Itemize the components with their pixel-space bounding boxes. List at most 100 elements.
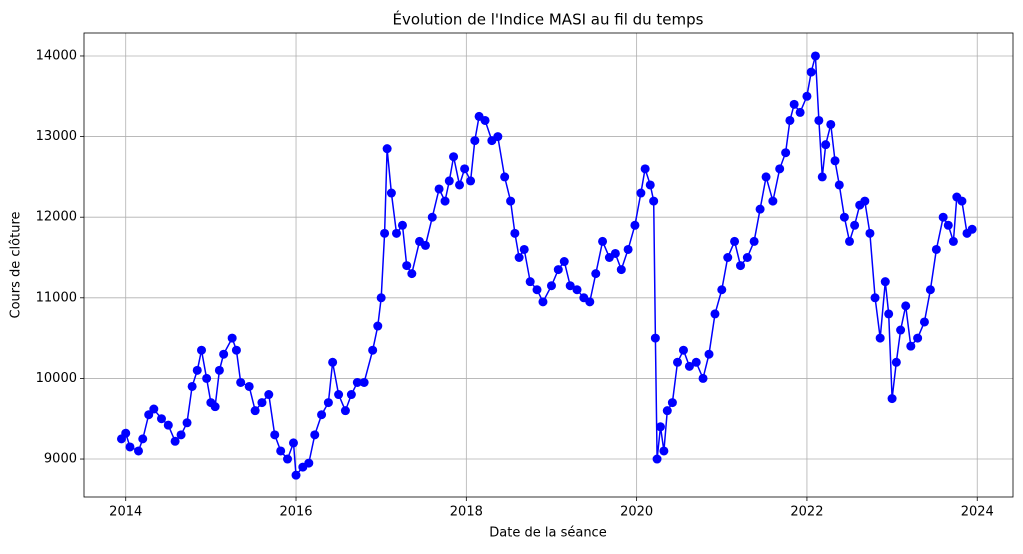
data-point: [943, 220, 953, 230]
data-point: [444, 176, 454, 186]
data-point: [775, 164, 785, 174]
data-point: [585, 297, 595, 307]
data-point: [392, 228, 402, 238]
data-point: [553, 265, 563, 275]
data-point: [865, 228, 875, 238]
data-point: [317, 410, 327, 420]
data-point: [662, 406, 672, 416]
data-point: [340, 406, 350, 416]
data-point: [304, 458, 314, 468]
data-point: [149, 404, 159, 414]
data-point: [887, 394, 897, 404]
data-point: [559, 257, 569, 267]
data-point: [514, 253, 524, 263]
data-point: [328, 357, 338, 367]
data-point: [231, 345, 241, 355]
data-point: [659, 446, 669, 456]
y-axis-label: Cours de clôture: [9, 211, 24, 318]
data-point: [761, 172, 771, 182]
data-point: [698, 373, 708, 383]
data-point: [884, 309, 894, 319]
data-point: [655, 422, 665, 432]
data-point: [814, 115, 824, 125]
data-point: [723, 253, 733, 263]
data-point: [925, 285, 935, 295]
data-point: [125, 442, 135, 452]
x-axis-label: Date de la séance: [489, 526, 606, 541]
data-point: [880, 277, 890, 287]
data-point: [691, 357, 701, 367]
data-point: [176, 430, 186, 440]
data-point: [402, 261, 412, 271]
data-point: [630, 220, 640, 230]
data-point: [768, 196, 778, 206]
data-point: [896, 325, 906, 335]
data-point: [264, 390, 274, 400]
data-point: [860, 196, 870, 206]
y-tick-label: 9000: [44, 452, 77, 467]
data-point: [802, 91, 812, 101]
data-point: [616, 265, 626, 275]
data-point: [806, 67, 816, 77]
data-point: [839, 212, 849, 222]
data-point: [376, 293, 386, 303]
data-point: [236, 377, 246, 387]
data-point: [919, 317, 929, 327]
data-point: [565, 281, 575, 291]
data-point: [219, 349, 229, 359]
data-point: [684, 361, 694, 371]
data-point: [781, 148, 791, 158]
data-point: [250, 406, 260, 416]
data-point: [506, 196, 516, 206]
data-point: [717, 285, 727, 295]
data-point: [170, 436, 180, 446]
data-point: [187, 381, 197, 391]
data-point: [845, 236, 855, 246]
data-point: [652, 454, 662, 464]
data-point: [704, 349, 714, 359]
data-point: [538, 297, 548, 307]
y-tick-label: 13000: [36, 129, 77, 144]
data-point: [830, 156, 840, 166]
data-point: [202, 373, 212, 383]
data-point: [420, 240, 430, 250]
data-point: [334, 390, 344, 400]
data-point: [270, 430, 280, 440]
data-point: [906, 341, 916, 351]
y-tick-label: 12000: [36, 210, 77, 225]
data-point: [826, 119, 836, 129]
data-point: [182, 418, 192, 428]
x-tick-label: 2024: [961, 505, 994, 520]
data-point: [931, 244, 941, 254]
data-point: [532, 285, 542, 295]
series-line: [120, 55, 973, 478]
data-point: [817, 172, 827, 182]
data-point: [346, 390, 356, 400]
data-point: [572, 285, 582, 295]
x-tick-label: 2022: [790, 505, 823, 520]
data-point: [386, 188, 396, 198]
data-point: [667, 398, 677, 408]
y-tick-label: 10000: [36, 371, 77, 386]
data-point: [480, 115, 490, 125]
data-point: [510, 228, 520, 238]
data-point: [257, 398, 267, 408]
data-point: [623, 244, 633, 254]
data-point: [710, 309, 720, 319]
data-point: [368, 345, 378, 355]
data-point: [288, 438, 298, 448]
data-point: [678, 345, 688, 355]
data-point: [493, 132, 503, 142]
data-point: [466, 176, 476, 186]
data-point: [870, 293, 880, 303]
data-point: [352, 377, 362, 387]
x-tick-label: 2016: [279, 505, 312, 520]
data-point: [449, 152, 459, 162]
data-point: [156, 414, 166, 424]
data-point: [163, 420, 173, 430]
data-point: [323, 398, 333, 408]
data-point: [138, 434, 148, 444]
data-point: [913, 333, 923, 343]
data-point: [460, 164, 470, 174]
